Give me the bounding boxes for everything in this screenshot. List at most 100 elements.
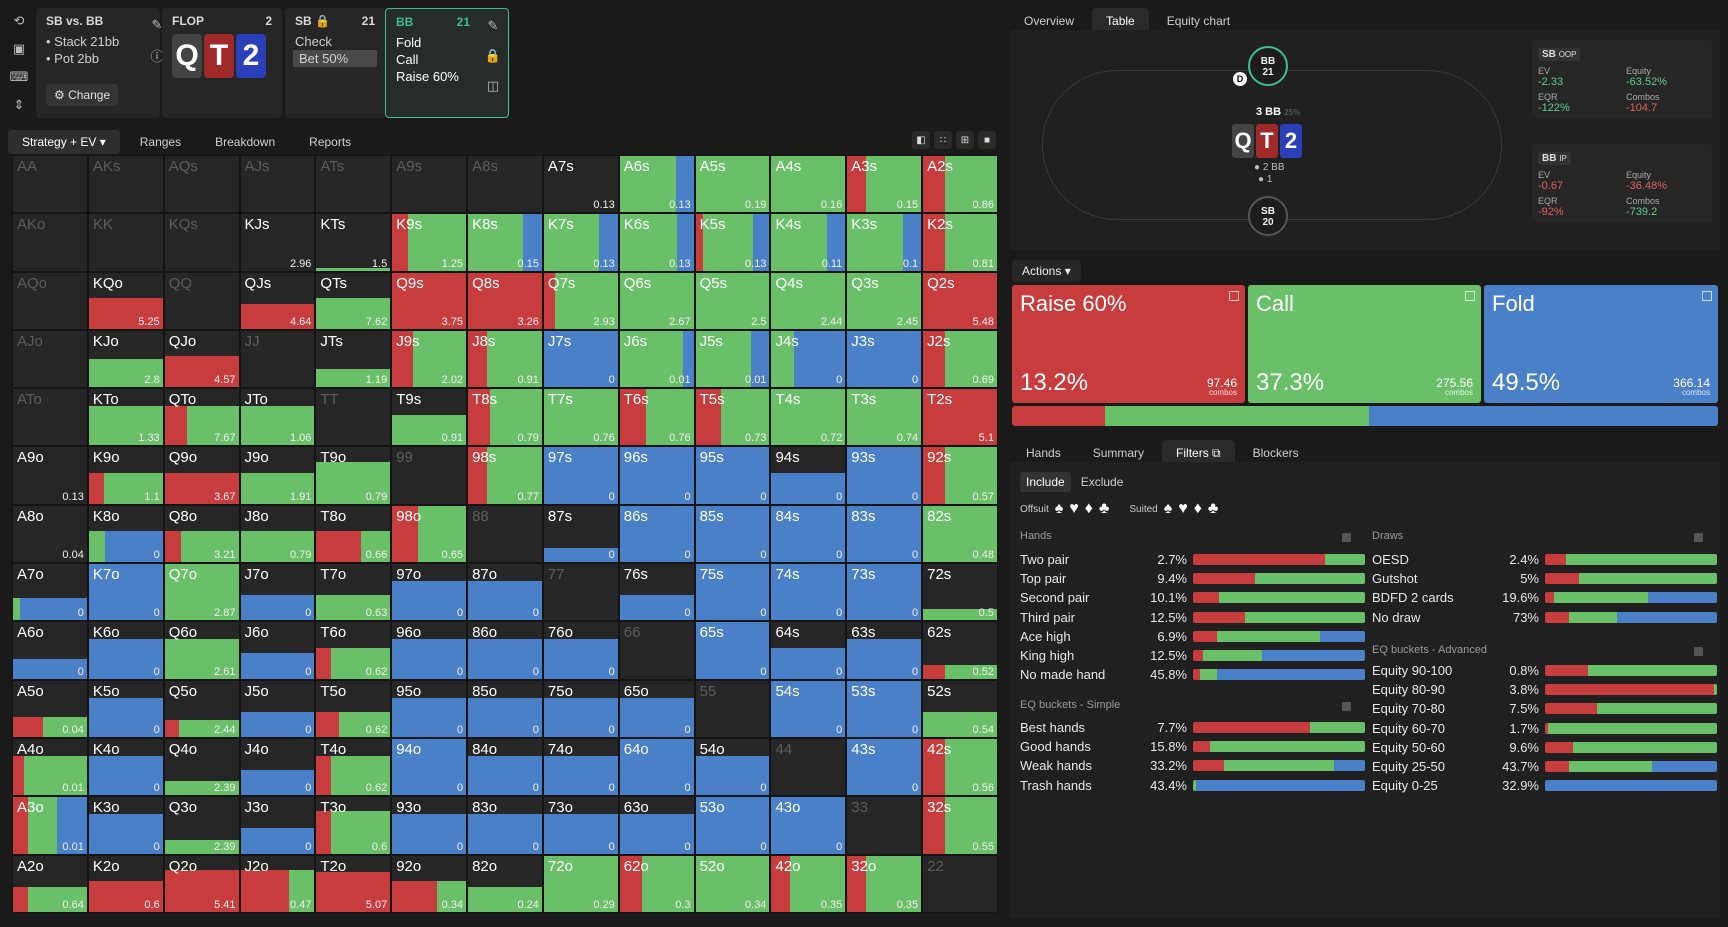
- hand-cell-72o[interactable]: 72o 0.29: [542, 854, 619, 913]
- hand-cell-q8s[interactable]: Q8s 3.26: [467, 271, 543, 330]
- hand-cell-a4o[interactable]: A4o 0.01: [12, 737, 88, 797]
- club-icon[interactable]: ♣: [1098, 500, 1110, 517]
- hand-cell-33[interactable]: 33: [846, 796, 923, 855]
- hand-cell-q2o[interactable]: Q2o 5.41: [163, 854, 240, 913]
- hand-cell-aks[interactable]: AKs: [87, 155, 164, 214]
- filter-row[interactable]: Ace high 6.9%: [1020, 628, 1365, 645]
- hand-cell-j2o[interactable]: J2o 0.47: [239, 854, 316, 913]
- tab-table[interactable]: Table: [1092, 8, 1149, 34]
- hand-cell-t2s[interactable]: T2s 5.1: [922, 388, 998, 447]
- hand-cell-q3s[interactable]: Q3s 2.45: [846, 271, 923, 330]
- tab-equity-chart[interactable]: Equity chart: [1166, 14, 1231, 28]
- action-call[interactable]: Call 37.3% 275.56 combos: [1248, 285, 1481, 403]
- hand-cell-62s[interactable]: 62s 0.52: [922, 621, 998, 680]
- hand-cell-k9s[interactable]: K9s 1.25: [391, 213, 468, 272]
- expand-icon[interactable]: [1702, 291, 1712, 301]
- hand-cell-63s[interactable]: 63s 0: [846, 621, 923, 680]
- hand-cell-j7o[interactable]: J7o 0: [239, 563, 316, 622]
- hand-cell-j8o[interactable]: J8o 0.79: [239, 504, 316, 564]
- hand-cell-53s[interactable]: 53s 0: [846, 679, 923, 738]
- exclude-toggle[interactable]: Exclude: [1080, 475, 1124, 489]
- hand-cell-ato[interactable]: ATo: [12, 388, 88, 447]
- hand-cell-q4o[interactable]: Q4o 2.39: [163, 737, 240, 797]
- hand-cell-54s[interactable]: 54s 0: [770, 679, 847, 738]
- hand-cell-94o[interactable]: 94o 0: [391, 737, 468, 797]
- sb-node-card[interactable]: SB 🔒 21 Check Bet 50%: [285, 8, 385, 118]
- hand-cell-95s[interactable]: 95s 0: [694, 446, 771, 505]
- hand-cell-k5o[interactable]: K5o 0: [87, 679, 164, 738]
- hand-cell-ats[interactable]: ATs: [315, 155, 392, 214]
- hand-cell-j7s[interactable]: J7s 0: [542, 329, 619, 389]
- hand-cell-ajs[interactable]: AJs: [239, 155, 316, 214]
- hands-toggle-icon[interactable]: [1342, 533, 1351, 542]
- filter-row[interactable]: Equity 70-80 7.5%: [1372, 700, 1717, 717]
- gamepad-icon[interactable]: ⌨: [9, 69, 29, 84]
- hand-cell-66[interactable]: 66: [618, 621, 695, 680]
- hand-cell-q6s[interactable]: Q6s 2.67: [618, 271, 695, 330]
- hand-cell-j6o[interactable]: J6o 0: [239, 621, 316, 680]
- hand-cell-72s[interactable]: 72s 0.5: [922, 563, 998, 622]
- hand-cell-32s[interactable]: 32s 0.55: [922, 796, 998, 855]
- include-toggle[interactable]: Include: [1020, 472, 1071, 492]
- hand-cell-t9s[interactable]: T9s 0.91: [391, 388, 468, 447]
- hand-cell-t6s[interactable]: T6s 0.76: [618, 388, 695, 447]
- hand-cell-qjs[interactable]: QJs 4.64: [239, 271, 316, 330]
- filter-row[interactable]: No draw 73%: [1372, 609, 1717, 626]
- hand-cell-85o[interactable]: 85o 0: [467, 679, 543, 738]
- hand-cell-kqo[interactable]: KQo 5.25: [87, 271, 164, 330]
- hand-cell-42o[interactable]: 42o 0.35: [770, 854, 847, 913]
- hand-cell-75s[interactable]: 75s 0: [694, 563, 771, 622]
- hand-cell-87s[interactable]: 87s 0: [542, 504, 619, 564]
- hand-cell-k2s[interactable]: K2s 0.81: [922, 213, 998, 272]
- heart-icon[interactable]: ♥: [1069, 500, 1079, 517]
- hand-cell-q7o[interactable]: Q7o 2.87: [163, 563, 240, 622]
- change-button[interactable]: ⚙ Change: [46, 84, 119, 106]
- eqa-toggle-icon[interactable]: [1694, 647, 1703, 656]
- hand-cell-97s[interactable]: 97s 0: [542, 446, 619, 505]
- hand-cell-j3o[interactable]: J3o 0: [239, 796, 316, 855]
- hand-cell-q8o[interactable]: Q8o 3.21: [163, 504, 240, 564]
- bb-option-call[interactable]: Call: [396, 52, 419, 67]
- hand-cell-k9o[interactable]: K9o 1.1: [87, 446, 164, 505]
- hand-cell-a6o[interactable]: A6o 0: [12, 621, 88, 680]
- hand-cell-t5o[interactable]: T5o 0.62: [315, 679, 392, 738]
- filter-row[interactable]: Equity 25-50 43.7%: [1372, 758, 1717, 775]
- hand-cell-j8s[interactable]: J8s 0.91: [467, 329, 543, 389]
- hand-cell-52o[interactable]: 52o 0.34: [694, 854, 771, 913]
- refresh-icon[interactable]: ⟲: [13, 13, 25, 28]
- filter-row[interactable]: Good hands 15.8%: [1020, 738, 1365, 755]
- filter-row[interactable]: Second pair 10.1%: [1020, 589, 1365, 606]
- hand-cell-j5o[interactable]: J5o 0: [239, 679, 316, 738]
- hand-cell-96s[interactable]: 96s 0: [618, 446, 695, 505]
- draws-toggle-icon[interactable]: [1694, 533, 1703, 542]
- hand-cell-92s[interactable]: 92s 0.57: [922, 446, 998, 505]
- contrast-icon[interactable]: ◧: [912, 131, 930, 149]
- hand-cell-kjs[interactable]: KJs 2.96: [239, 213, 316, 272]
- hand-cell-k3o[interactable]: K3o 0: [87, 796, 164, 855]
- suited-spade-icon[interactable]: ♠: [1163, 500, 1173, 517]
- hand-cell-t9o[interactable]: T9o 0.79: [315, 446, 392, 505]
- hand-cell-76o[interactable]: 76o 0: [542, 621, 619, 680]
- hand-cell-64o[interactable]: 64o 0: [618, 737, 695, 797]
- action-raise[interactable]: Raise 60% 13.2% 97.46 combos: [1012, 285, 1245, 403]
- hand-cell-54o[interactable]: 54o 0: [694, 737, 771, 797]
- hand-cell-t5s[interactable]: T5s 0.73: [694, 388, 771, 447]
- hand-cell-k2o[interactable]: K2o 0.6: [87, 854, 164, 913]
- actions-dropdown[interactable]: Actions ▾: [1012, 260, 1081, 282]
- hand-cell-44[interactable]: 44: [770, 737, 847, 797]
- fit-icon[interactable]: ⇕: [13, 97, 25, 112]
- hand-cell-74s[interactable]: 74s 0: [770, 563, 847, 622]
- pencil-icon[interactable]: ✎: [487, 18, 499, 33]
- hand-cell-83s[interactable]: 83s 0: [846, 504, 923, 564]
- filter-row[interactable]: BDFD 2 cards 19.6%: [1372, 589, 1717, 606]
- hand-cell-73o[interactable]: 73o 0: [542, 796, 619, 855]
- hand-cell-a2s[interactable]: A2s 0.86: [922, 155, 998, 214]
- hand-cell-k7s[interactable]: K7s 0.13: [542, 213, 619, 272]
- hand-cell-93s[interactable]: 93s 0: [846, 446, 923, 505]
- hand-cell-jto[interactable]: JTo 1.06: [239, 388, 316, 447]
- sb-option-bet[interactable]: Bet 50%: [293, 50, 377, 67]
- hand-cell-k4o[interactable]: K4o 0: [87, 737, 164, 797]
- hand-cell-53o[interactable]: 53o 0: [694, 796, 771, 855]
- tab-blockers[interactable]: Blockers: [1252, 446, 1299, 460]
- hand-cell-t3o[interactable]: T3o 0.6: [315, 796, 392, 855]
